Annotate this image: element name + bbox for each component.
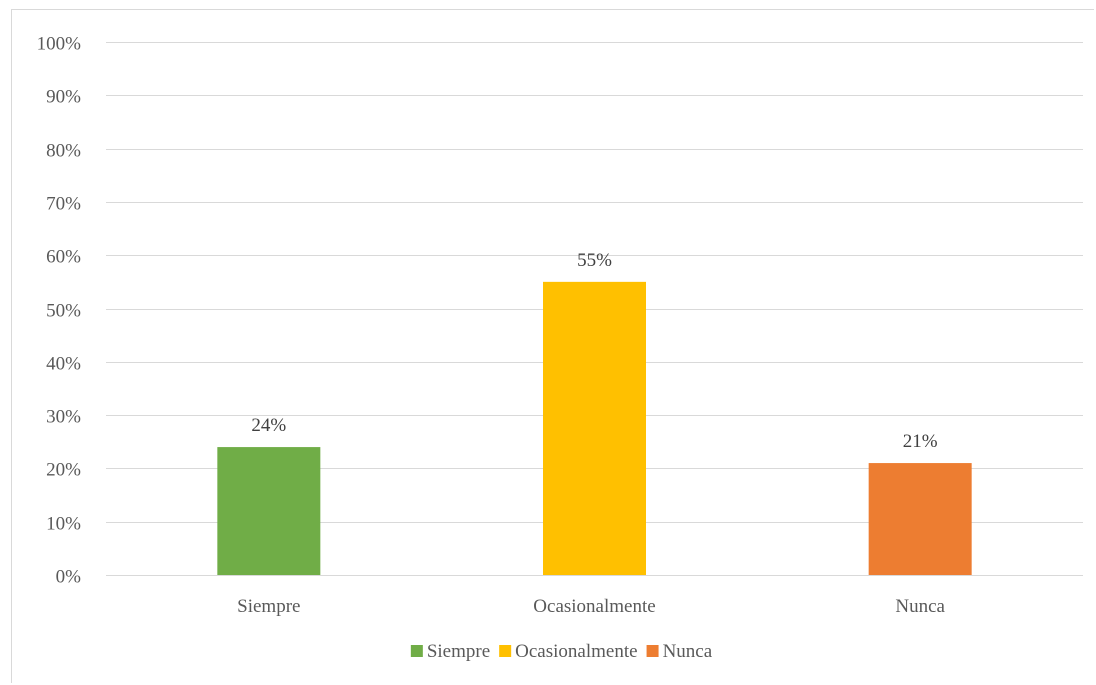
category-label: Nunca xyxy=(895,596,945,617)
y-tick-label: 10% xyxy=(46,514,81,535)
bar-ocasionalmente xyxy=(543,281,646,575)
bar-nunca xyxy=(868,463,972,575)
y-tick-label: 40% xyxy=(46,354,81,375)
chart-area: 0% 10% 20% 30% 40% 50% 60% 70% 80% 90% 100% 24% 55%… xyxy=(11,9,1094,683)
bars xyxy=(217,281,972,575)
legend-label: Nunca xyxy=(663,641,713,662)
legend-swatch-nunca xyxy=(646,645,659,657)
y-tick-label: 80% xyxy=(46,141,81,162)
y-tick-label: 20% xyxy=(46,460,81,481)
y-tick-label: 100% xyxy=(37,34,82,55)
y-tick-label: 50% xyxy=(46,301,81,322)
legend-swatch-ocasionalmente xyxy=(499,645,512,657)
legend-label: Siempre xyxy=(427,641,490,662)
y-tick-label: 0% xyxy=(56,567,82,588)
y-tick-label: 60% xyxy=(46,247,81,268)
y-tick-label: 70% xyxy=(46,194,81,215)
category-label: Siempre xyxy=(237,596,300,617)
legend-label: Ocasionalmente xyxy=(515,641,637,662)
bar-siempre xyxy=(217,447,321,575)
category-label: Ocasionalmente xyxy=(533,596,655,617)
y-tick-label: 90% xyxy=(46,87,81,108)
data-labels: 24% 55% 21% xyxy=(251,250,937,452)
data-label: 24% xyxy=(251,415,286,436)
legend: Siempre Ocasionalmente Nunca xyxy=(410,641,713,662)
data-label: 55% xyxy=(577,250,612,271)
x-axis-categories: Siempre Ocasionalmente Nunca xyxy=(237,596,945,617)
y-tick-label: 30% xyxy=(46,407,81,428)
data-label: 21% xyxy=(903,431,938,452)
y-axis-ticks: 0% 10% 20% 30% 40% 50% 60% 70% 80% 90% 100% xyxy=(37,34,82,588)
legend-swatch-siempre xyxy=(410,645,423,657)
bar-chart: 0% 10% 20% 30% 40% 50% 60% 70% 80% 90% 100% 24% 55%… xyxy=(37,34,1083,662)
